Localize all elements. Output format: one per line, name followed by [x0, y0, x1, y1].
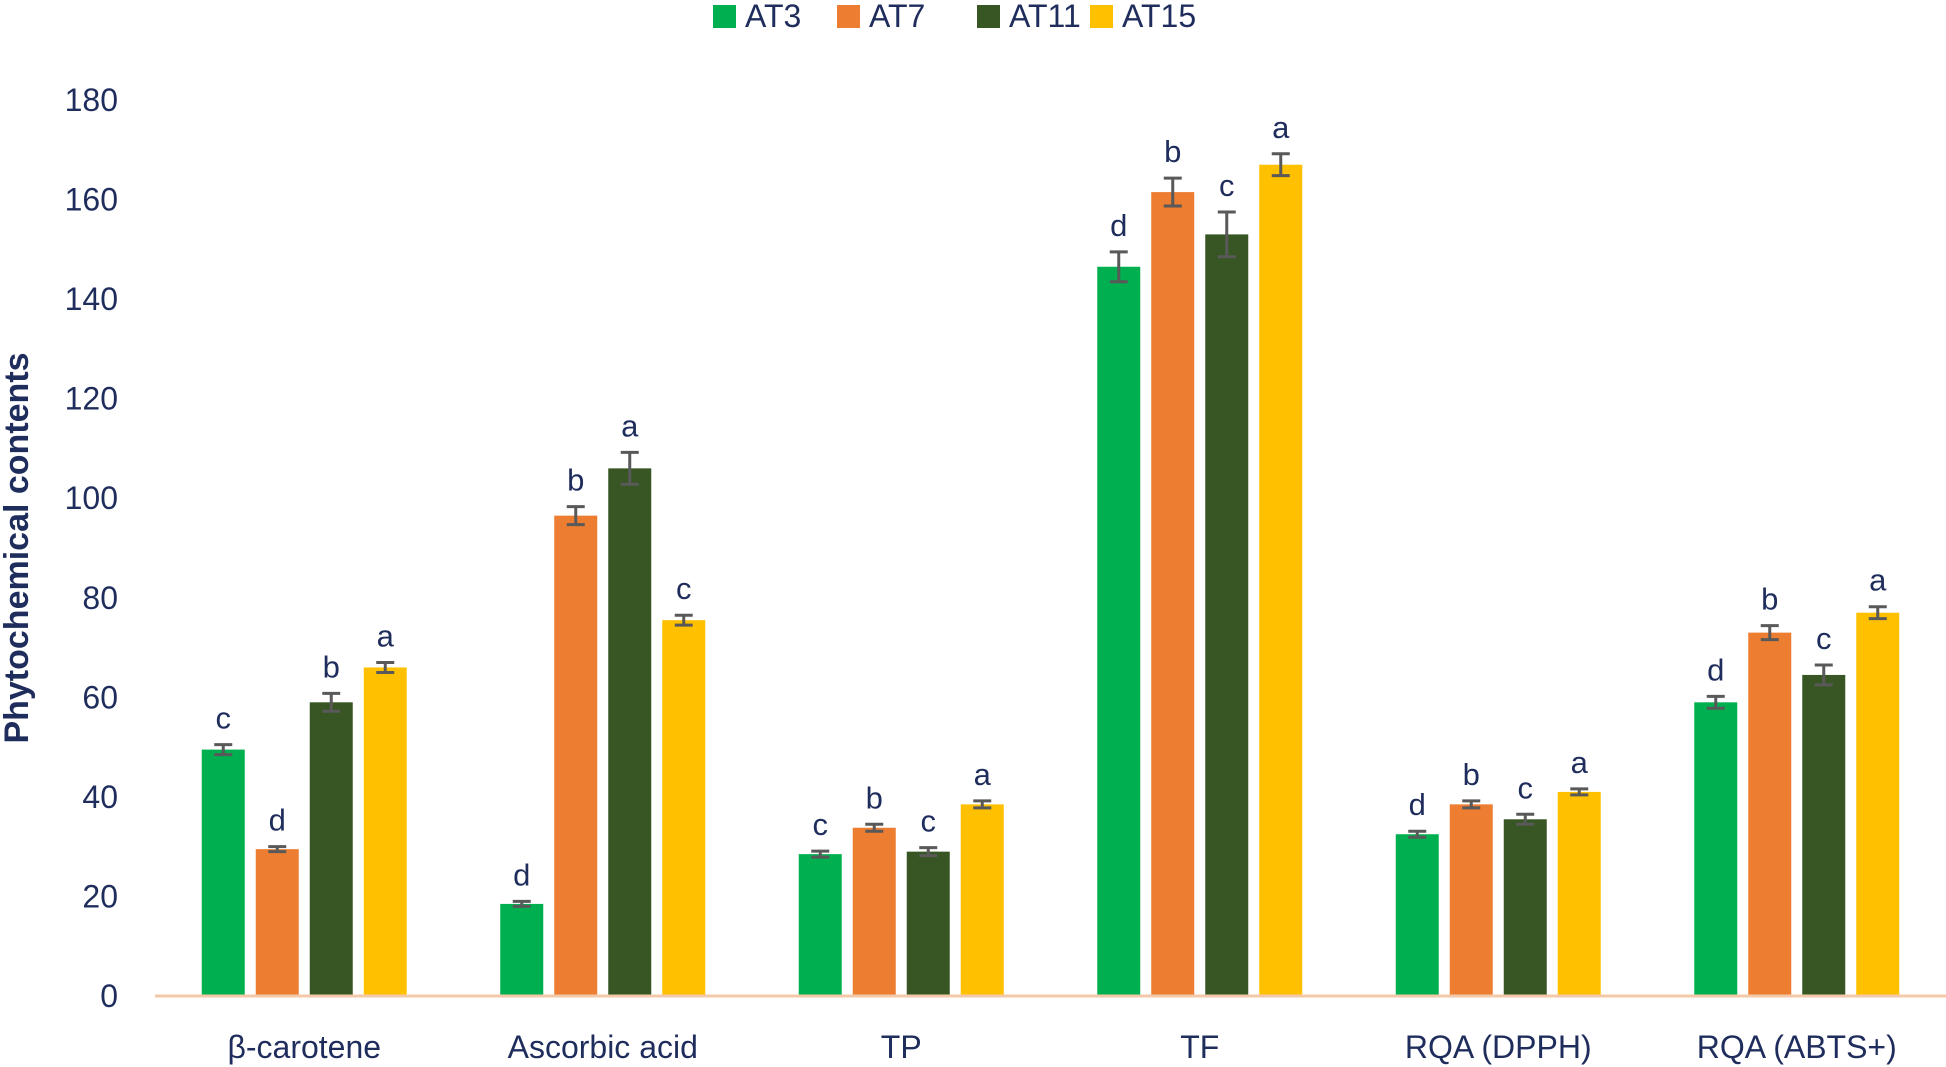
- significance-letter: d: [1110, 208, 1127, 243]
- legend-label: AT11: [1009, 0, 1081, 34]
- bar-at7: [1449, 804, 1493, 996]
- legend-swatch-at11: [977, 5, 1000, 28]
- significance-letter: b: [1761, 582, 1778, 617]
- x-axis-categories: β-carotene Ascorbic acid TP TF RQA (DPPH) RQA…: [227, 1029, 1896, 1065]
- significance-letter: c: [921, 804, 937, 839]
- bar-at3: [500, 903, 544, 996]
- legend: AT3 AT7 AT11 AT15: [713, 0, 1196, 34]
- bar-at3: [1395, 834, 1439, 996]
- significance-letter: d: [269, 803, 286, 838]
- significance-letter: c: [676, 571, 692, 606]
- significance-letter: b: [323, 649, 340, 684]
- y-tick-label: 120: [65, 381, 118, 417]
- bar-at3: [1097, 266, 1141, 996]
- significance-letter: c: [216, 701, 232, 736]
- significance-letter: c: [1219, 168, 1235, 203]
- significance-letter: b: [567, 463, 584, 498]
- legend-swatch-at7: [837, 5, 860, 28]
- y-tick-label: 140: [65, 281, 118, 317]
- category-label: β-carotene: [227, 1029, 381, 1065]
- bar-at7: [255, 849, 299, 996]
- significance-letter: a: [1272, 110, 1290, 145]
- y-tick-label: 40: [82, 779, 118, 815]
- significance-letter: c: [1518, 770, 1534, 805]
- bar-at7: [852, 827, 896, 996]
- bar-at15: [1856, 612, 1900, 996]
- significance-letter: a: [1869, 563, 1887, 598]
- bar-at15: [1259, 164, 1303, 996]
- bar-at7: [1151, 192, 1195, 997]
- significance-letter: a: [621, 408, 639, 443]
- bar-at11: [608, 468, 652, 996]
- category-label: Ascorbic acid: [508, 1029, 698, 1065]
- significance-letter: a: [377, 618, 395, 653]
- y-tick-label: 180: [65, 82, 118, 118]
- category-label: RQA (ABTS+): [1697, 1029, 1897, 1065]
- y-tick-label: 160: [65, 182, 118, 218]
- significance-letter: b: [1164, 134, 1181, 169]
- significance-letter: c: [813, 807, 829, 842]
- bar-at11: [906, 851, 950, 996]
- category-label: TF: [1180, 1029, 1219, 1065]
- y-tick-label: 80: [82, 580, 118, 616]
- bar-at3: [201, 749, 245, 996]
- y-tick-label: 20: [82, 878, 118, 914]
- legend-swatch-at3: [713, 5, 736, 28]
- bar-at11: [1503, 819, 1547, 996]
- bar-at15: [1557, 791, 1601, 996]
- y-axis-ticks: 0 20 40 60 80 100 120 140 160 180: [65, 82, 118, 1014]
- y-tick-label: 0: [100, 978, 118, 1014]
- bar-at15: [363, 667, 407, 996]
- legend-label: AT15: [1122, 0, 1196, 34]
- bar-at11: [309, 702, 353, 996]
- bar-at7: [554, 515, 598, 996]
- significance-letter: d: [1409, 787, 1426, 822]
- significance-letter: b: [1463, 757, 1480, 792]
- bar-at15: [662, 620, 706, 996]
- significance-letter: d: [1707, 652, 1724, 687]
- significance-letter: d: [513, 857, 530, 892]
- y-axis-label: Phytochemical contents: [0, 352, 36, 743]
- legend-label: AT7: [869, 0, 925, 34]
- significance-letter: a: [1571, 745, 1589, 780]
- bar-at3: [798, 854, 842, 996]
- bar-at15: [960, 804, 1004, 996]
- bar-at11: [1802, 674, 1846, 996]
- category-label: RQA (DPPH): [1405, 1029, 1592, 1065]
- significance-letter: c: [1816, 621, 1832, 656]
- legend-swatch-at15: [1090, 5, 1113, 28]
- significance-letter: a: [974, 757, 992, 792]
- y-tick-label: 100: [65, 480, 118, 516]
- bar-at3: [1694, 702, 1738, 996]
- significance-letter: b: [866, 780, 883, 815]
- bar-at7: [1748, 632, 1792, 996]
- legend-label: AT3: [745, 0, 801, 34]
- y-tick-label: 60: [82, 679, 118, 715]
- bar-at11: [1205, 234, 1249, 996]
- bars: c d b a d b a c c b c a d b c a d b c a d b c a: [201, 110, 1900, 997]
- category-label: TP: [881, 1029, 922, 1065]
